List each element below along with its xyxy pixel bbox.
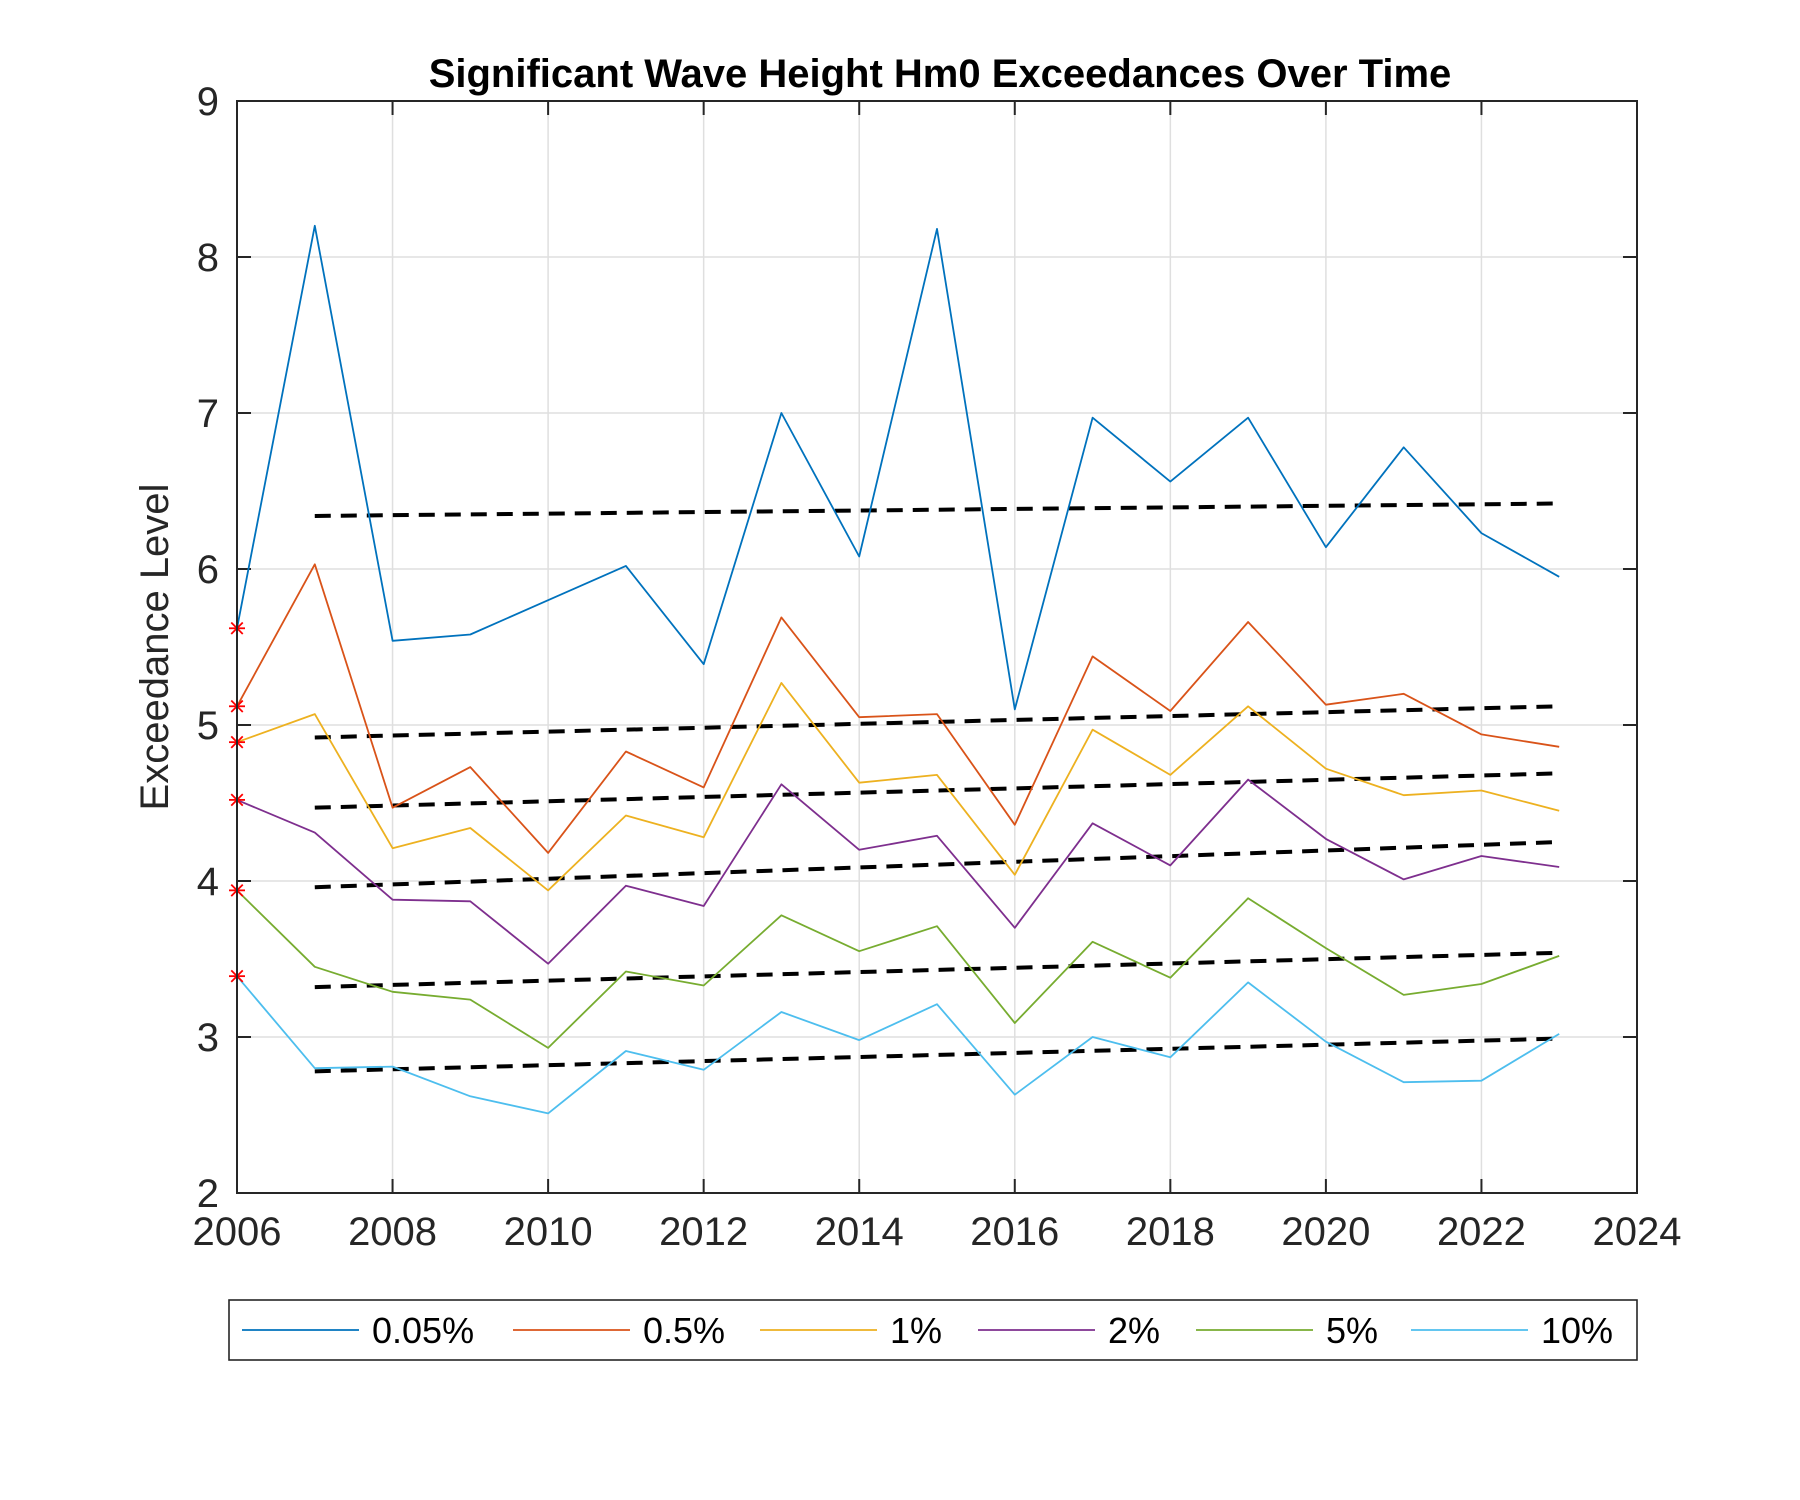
x-tick-label: 2024 [1593, 1210, 1682, 1254]
x-tick-label: 2022 [1437, 1210, 1526, 1254]
y-tick-label: 9 [197, 80, 219, 124]
y-tick-label: 4 [197, 860, 219, 904]
y-tick-label: 7 [197, 392, 219, 436]
y-tick-label: 2 [197, 1172, 219, 1216]
y-axis-label: Exceedance Level [133, 484, 177, 811]
chart-title: Significant Wave Height Hm0 Exceedances … [429, 52, 1452, 96]
legend-label-3: 2% [1108, 1310, 1160, 1351]
legend-items: 0.05% 0.5% 1% 2% 5% 10% [242, 1310, 1613, 1351]
x-tick-label: 2010 [504, 1210, 593, 1254]
y-axis-tick-labels: 2 3 4 5 6 7 8 9 [197, 80, 219, 1216]
plot-border [236, 100, 1638, 1194]
legend-label-5: 10% [1541, 1310, 1613, 1351]
x-axis-tick-labels: 2006 2008 2010 2012 2014 2016 2018 2020 2022 2024 [193, 1210, 1682, 1254]
legend-box [228, 1299, 1638, 1361]
series-line-3 [236, 778, 1560, 965]
legend: 0.05% 0.5% 1% 2% 5% 10% [228, 1299, 1638, 1361]
series-line-4 [236, 889, 1560, 1049]
legend-label-0: 0.05% [372, 1310, 474, 1351]
x-tick-label: 2020 [1281, 1210, 1370, 1254]
legend-label-1: 0.5% [643, 1310, 725, 1351]
x-tick-label: 2018 [1126, 1210, 1215, 1254]
x-tick-label: 2016 [970, 1210, 1059, 1254]
y-tick-label: 5 [197, 704, 219, 748]
series-lines [236, 224, 1560, 1115]
series-line-2 [236, 682, 1560, 892]
x-tick-label: 2012 [659, 1210, 748, 1254]
legend-label-4: 5% [1326, 1310, 1378, 1351]
x-tick-label: 2006 [193, 1210, 282, 1254]
y-tick-label: 6 [197, 548, 219, 592]
y-tick-label: 8 [197, 236, 219, 280]
y-tick-label: 3 [197, 1016, 219, 1060]
x-tick-label: 2008 [348, 1210, 437, 1254]
series-line-5 [236, 975, 1560, 1115]
plot-area [237, 101, 1637, 1193]
series-line-1 [236, 563, 1560, 854]
legend-label-2: 1% [890, 1310, 942, 1351]
x-tick-label: 2014 [815, 1210, 904, 1254]
series-line-0 [236, 224, 1560, 711]
